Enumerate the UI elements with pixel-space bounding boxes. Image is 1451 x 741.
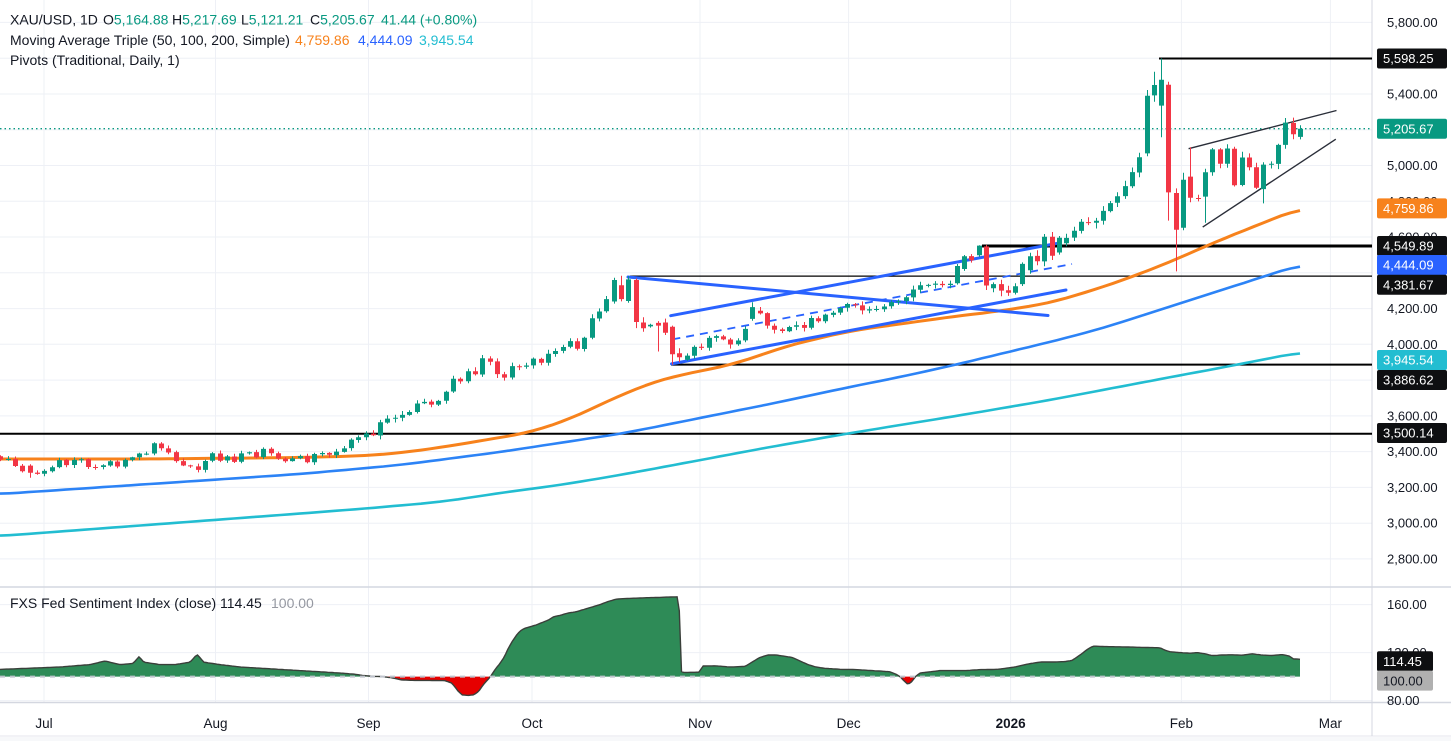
svg-text:FXS Fed Sentiment Index (close: FXS Fed Sentiment Index (close) (10, 595, 216, 611)
svg-text:5,205.67: 5,205.67 (1383, 121, 1434, 136)
svg-text:L5,121.21: L5,121.21 (241, 12, 304, 28)
svg-text:3,500.14: 3,500.14 (1383, 426, 1434, 441)
svg-text:4,381.67: 4,381.67 (1383, 278, 1434, 293)
svg-text:3,400.00: 3,400.00 (1387, 444, 1438, 459)
svg-text:114.45: 114.45 (1383, 654, 1422, 669)
svg-text:5,400.00: 5,400.00 (1387, 87, 1438, 102)
svg-text:160.00: 160.00 (1387, 597, 1427, 612)
svg-text:4,444.09: 4,444.09 (358, 32, 413, 48)
svg-text:5,800.00: 5,800.00 (1387, 15, 1438, 30)
svg-text:80.00: 80.00 (1387, 693, 1420, 708)
svg-text:Dec: Dec (837, 716, 861, 731)
svg-text:4,759.86: 4,759.86 (295, 32, 350, 48)
svg-text:3,200.00: 3,200.00 (1387, 480, 1438, 495)
svg-text:Jul: Jul (35, 716, 52, 731)
svg-text:4,000.00: 4,000.00 (1387, 337, 1438, 352)
svg-text:Moving Average Triple (50, 100: Moving Average Triple (50, 100, 200, Sim… (10, 32, 290, 48)
svg-text:Sep: Sep (356, 716, 380, 731)
svg-text:4,549.89: 4,549.89 (1383, 239, 1434, 254)
svg-text:4,200.00: 4,200.00 (1387, 301, 1438, 316)
svg-text:4,444.09: 4,444.09 (1383, 258, 1434, 273)
svg-text:O5,164.88: O5,164.88 (103, 12, 169, 28)
svg-text:Nov: Nov (688, 716, 712, 731)
svg-text:2,800.00: 2,800.00 (1387, 551, 1438, 566)
svg-text:3,945.54: 3,945.54 (1383, 353, 1434, 368)
svg-text:41.44 (+0.80%): 41.44 (+0.80%) (381, 12, 477, 28)
svg-text:XAU/USD, 1D: XAU/USD, 1D (10, 12, 98, 28)
svg-text:100.00: 100.00 (271, 595, 314, 611)
svg-text:4,759.86: 4,759.86 (1383, 201, 1434, 216)
svg-text:100.00: 100.00 (1383, 673, 1423, 688)
svg-text:Feb: Feb (1170, 716, 1193, 731)
svg-text:114.45: 114.45 (220, 595, 262, 611)
svg-text:Aug: Aug (203, 716, 227, 731)
svg-text:5,000.00: 5,000.00 (1387, 158, 1438, 173)
svg-text:3,886.62: 3,886.62 (1383, 373, 1434, 388)
svg-text:3,000.00: 3,000.00 (1387, 516, 1438, 531)
svg-text:Oct: Oct (521, 716, 542, 731)
svg-text:Pivots (Traditional, Daily, 1): Pivots (Traditional, Daily, 1) (10, 52, 180, 68)
svg-text:C5,205.67: C5,205.67 (310, 12, 375, 28)
svg-text:Mar: Mar (1319, 716, 1343, 731)
svg-text:3,600.00: 3,600.00 (1387, 408, 1438, 423)
svg-text:H5,217.69: H5,217.69 (172, 12, 237, 28)
svg-text:2026: 2026 (996, 716, 1027, 731)
svg-text:3,945.54: 3,945.54 (419, 32, 474, 48)
svg-text:5,598.25: 5,598.25 (1383, 51, 1434, 66)
